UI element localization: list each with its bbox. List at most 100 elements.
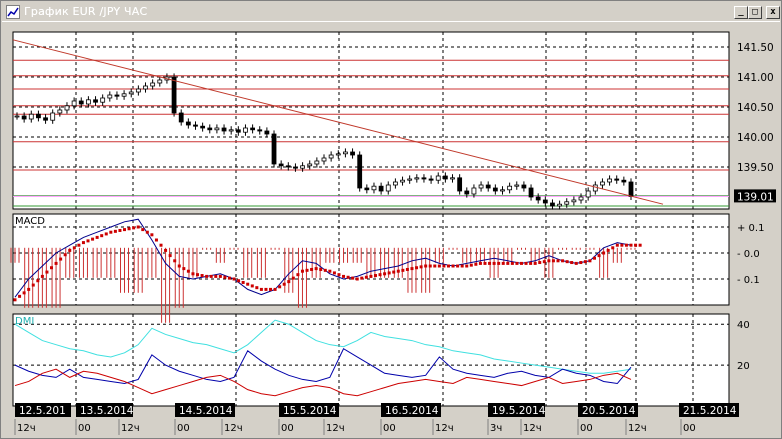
candle [564, 201, 570, 205]
macd-axis-label: + 0.1 [737, 223, 764, 234]
candle [392, 181, 398, 186]
candle [364, 187, 370, 191]
macd-signal-dot [579, 261, 583, 265]
macd-signal-dot [113, 229, 117, 233]
date-label: 21.5.2014 [683, 405, 737, 417]
candle [293, 166, 298, 169]
macd-signal-dot [328, 269, 332, 273]
macd-signal-dot [164, 248, 168, 252]
macd-signal-dot [227, 276, 231, 280]
hour-label: 00 [683, 423, 696, 434]
macd-signal-dot [465, 264, 469, 268]
macd-signal-dot [123, 228, 127, 232]
candle [93, 99, 98, 103]
candle [243, 127, 248, 133]
macd-signal-dot [369, 274, 373, 278]
macd-signal-dot [342, 274, 346, 278]
macd-signal-dot [237, 279, 241, 283]
candle [36, 113, 41, 119]
candle [343, 151, 348, 155]
macd-signal-dot [18, 294, 22, 298]
macd-signal-dot [104, 232, 108, 236]
macd-signal-dot [501, 261, 505, 265]
candle [64, 105, 70, 111]
macd-signal-dot [533, 261, 537, 265]
macd-signal-dot [442, 264, 446, 268]
macd-signal-dot [337, 273, 341, 277]
macd-signal-dot [86, 239, 90, 243]
macd-signal-dot [191, 272, 195, 276]
candle [114, 94, 120, 97]
date-label: 14.5.2014 [179, 405, 233, 417]
macd-signal-dot [323, 268, 327, 272]
macd-signal-dot [519, 261, 523, 265]
macd-signal-dot [91, 237, 95, 241]
macd-signal-dot [54, 261, 58, 265]
macd-signal-dot [437, 264, 441, 268]
chart-area[interactable]: 141.50 141.00 140.50 140.00 139.50 139.01 MACD… [1, 23, 782, 439]
macd-signal-dot [488, 261, 492, 265]
macd-signal-dot [255, 286, 259, 290]
candle [464, 190, 470, 195]
macd-signal-dot [565, 260, 569, 264]
macd-signal-dot [95, 235, 99, 239]
candle [128, 91, 134, 95]
candle [557, 203, 563, 207]
macd-signal-dot [40, 274, 44, 278]
candle [485, 184, 491, 189]
close-button[interactable]: x [766, 6, 780, 19]
hour-label: 12ч [523, 423, 542, 434]
candle [43, 117, 48, 121]
candle [442, 175, 448, 180]
candle [121, 93, 127, 97]
price-panel[interactable] [12, 31, 730, 210]
candle [214, 127, 220, 131]
macd-signal-dot [588, 259, 592, 263]
candle [28, 113, 34, 120]
date-badge [578, 403, 638, 417]
candle [100, 97, 106, 103]
macd-signal-dot [232, 277, 236, 281]
macd-axis-label: - 0.0 [737, 249, 760, 260]
price-axis-label: 141.00 [737, 72, 774, 84]
macd-signal-dot [59, 257, 63, 261]
dmi-axis-label: 20 [737, 361, 750, 372]
date-label: 12.5.201 [19, 405, 66, 417]
macd-signal-dot [405, 267, 409, 271]
candle [492, 187, 498, 192]
maximize-button[interactable]: □ [748, 6, 762, 19]
candle [285, 165, 291, 168]
hour-label: 00 [580, 423, 593, 434]
candle [235, 129, 241, 133]
macd-signal-dot [300, 269, 304, 273]
macd-signal-dot [364, 275, 368, 279]
macd-signal-dot [278, 285, 282, 289]
macd-signal-dot [611, 246, 615, 250]
candle [107, 94, 113, 99]
candle [257, 129, 263, 132]
date-badge [279, 403, 339, 417]
macd-signal-dot [469, 263, 473, 267]
candle [328, 154, 334, 159]
dmi-panel[interactable] [12, 313, 730, 407]
macd-signal-dot [634, 243, 638, 247]
chart-svg[interactable]: 141.50 141.00 140.50 140.00 139.50 139.01 MACD… [1, 23, 781, 439]
candle [471, 187, 477, 195]
macd-signal-dot [378, 273, 382, 277]
candle [350, 151, 355, 156]
candle [14, 115, 20, 118]
date-label: 15.5.2014 [283, 405, 337, 417]
minimize-button[interactable]: _ [734, 6, 748, 19]
price-axis-label: 141.50 [737, 42, 774, 54]
window-title: График EUR /JPY ЧАС [24, 5, 148, 18]
macd-signal-dot [574, 261, 578, 265]
macd-signal-dot [72, 246, 76, 250]
macd-signal-dot [373, 274, 377, 278]
macd-signal-dot [264, 287, 268, 291]
macd-signal-dot [392, 270, 396, 274]
date-label: 19.5.2014 [492, 405, 546, 417]
title-bar[interactable]: График EUR /JPY ЧАС _ □ x [2, 2, 780, 22]
candle [335, 153, 341, 156]
candle [385, 184, 391, 192]
candle [150, 82, 156, 87]
